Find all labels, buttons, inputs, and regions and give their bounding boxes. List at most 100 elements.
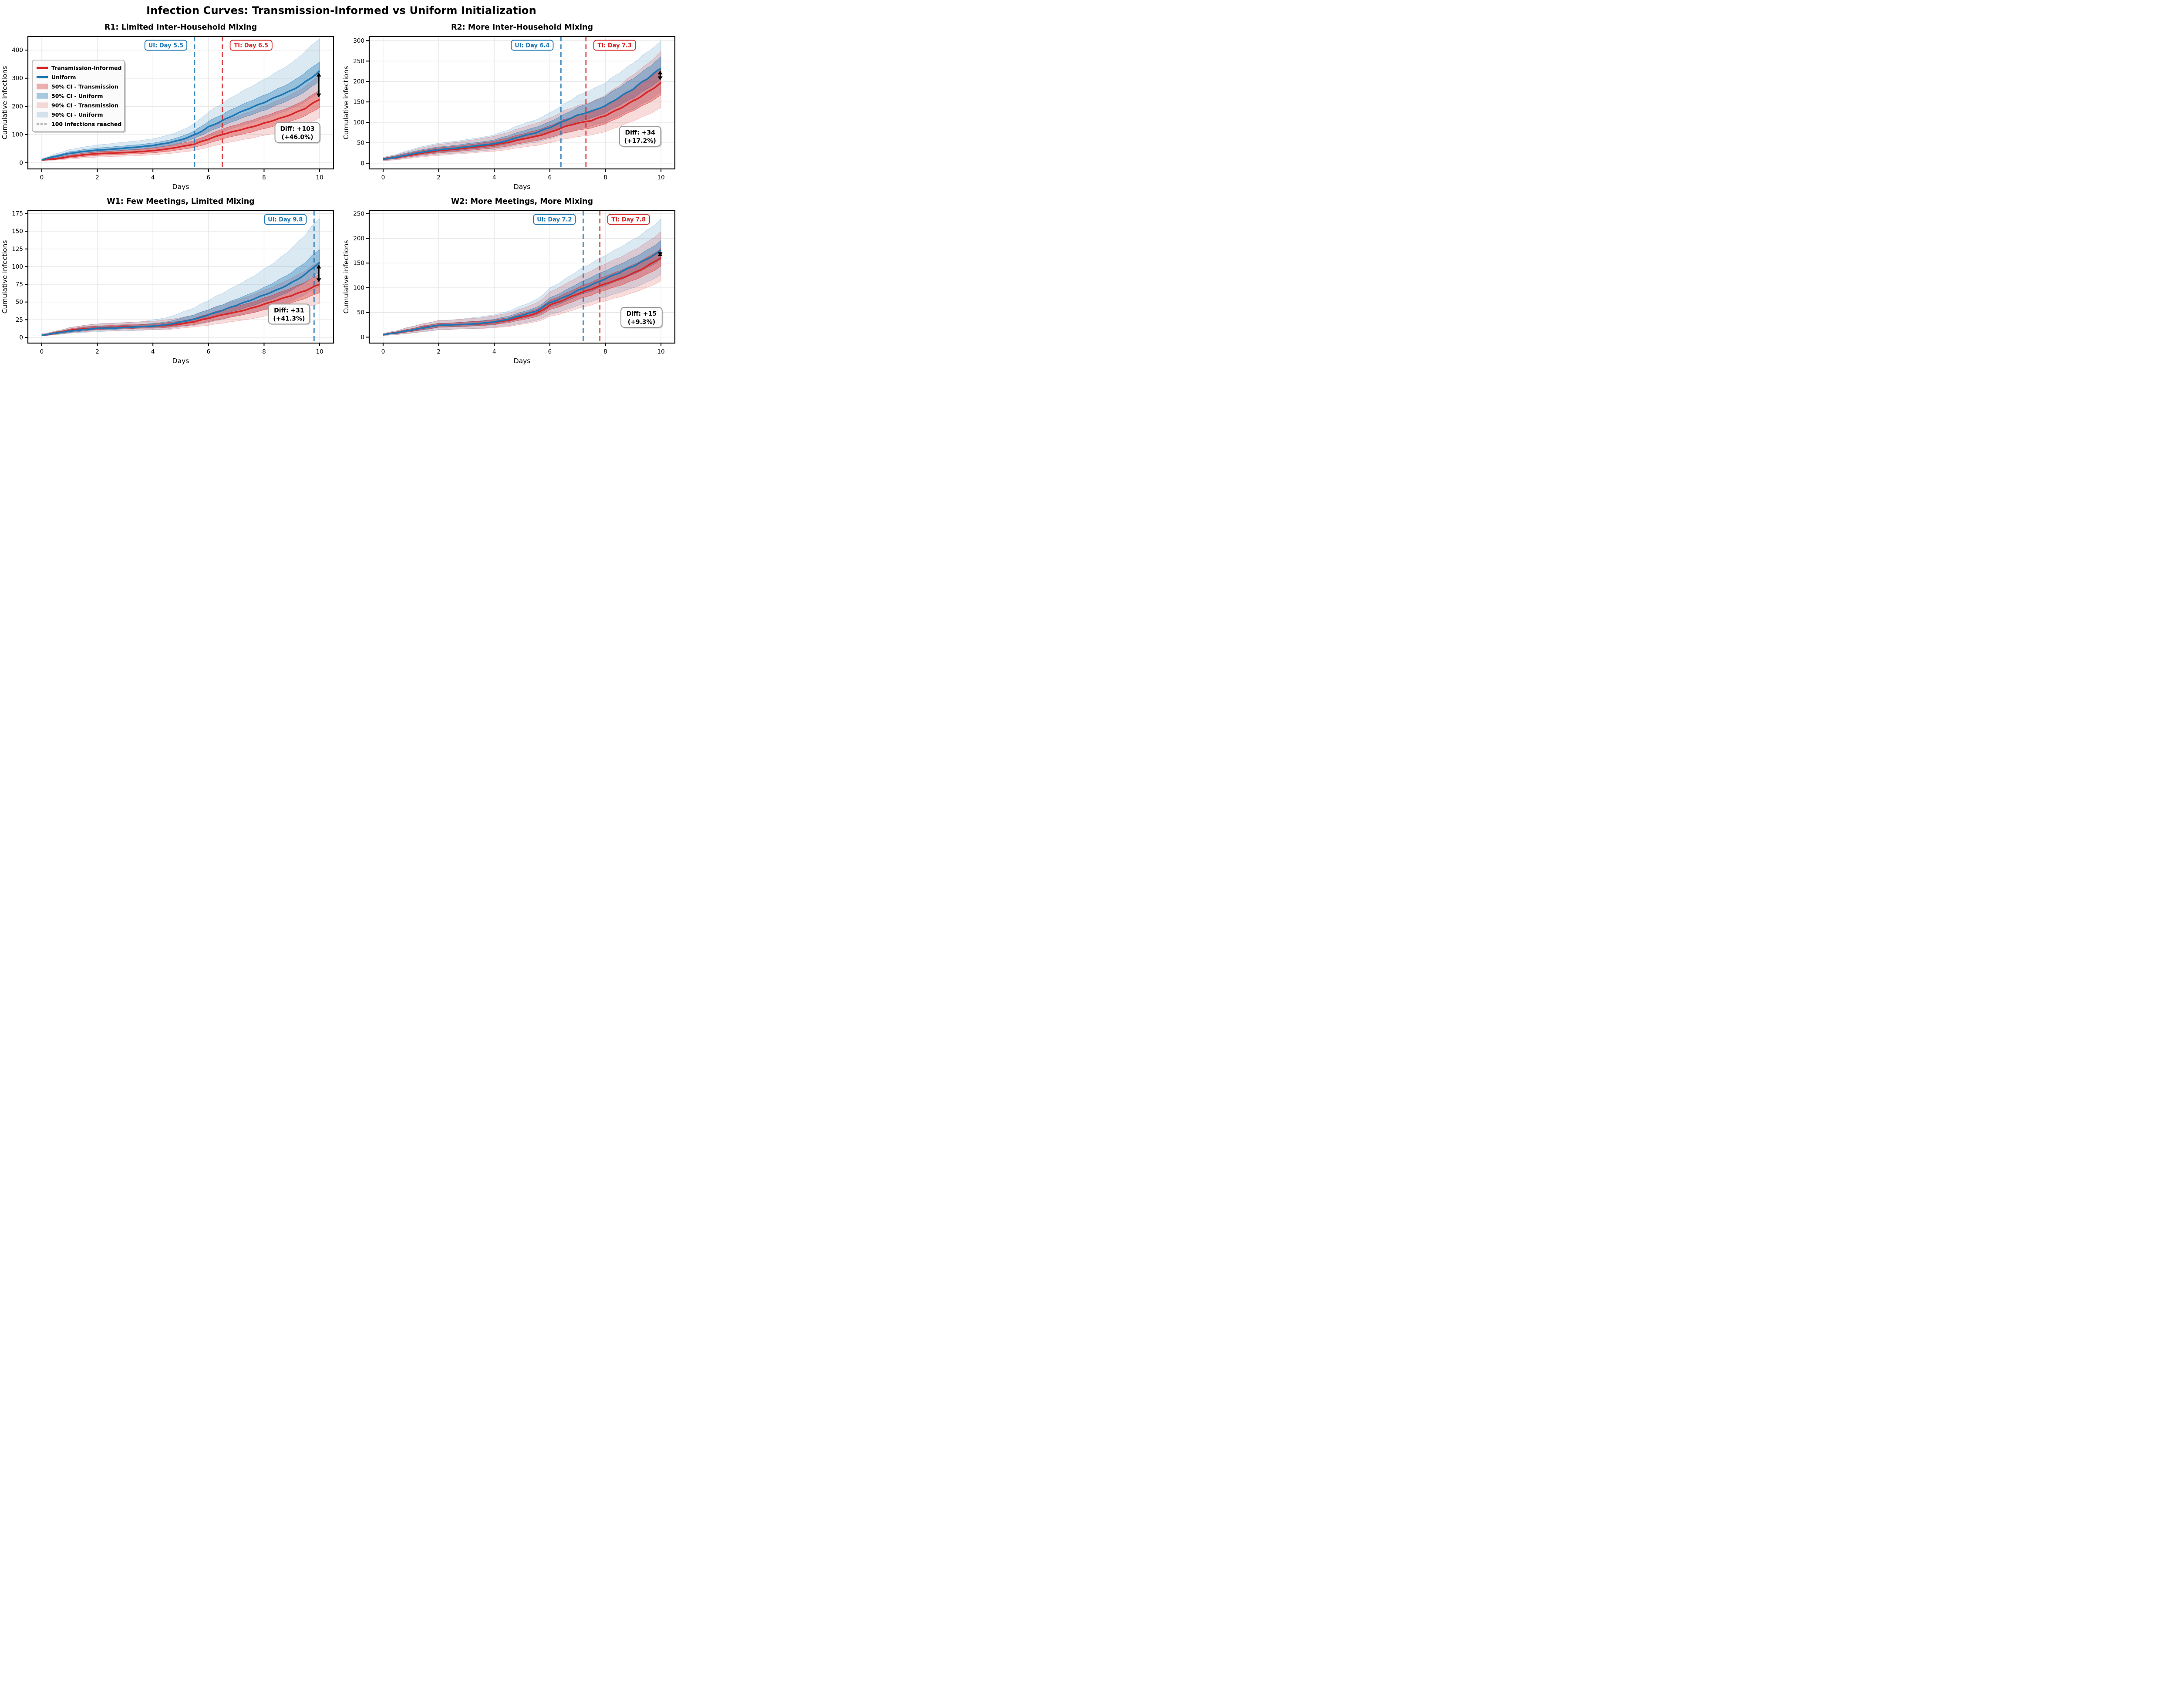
svg-text:0: 0	[381, 174, 385, 181]
svg-text:150: 150	[353, 260, 364, 267]
diff-annotation: Diff: +15 (+9.3%)	[620, 307, 664, 329]
svg-text:Diff: +31: Diff: +31	[274, 307, 304, 314]
svg-text:4: 4	[492, 174, 496, 181]
svg-text:150: 150	[12, 228, 23, 235]
svg-text:(+46.0%): (+46.0%)	[281, 134, 313, 141]
ui-day-label: UI: Day 7.2	[533, 214, 576, 225]
diff-annotation: Diff: +103(+46.0%)	[274, 122, 321, 144]
diff-arrow	[657, 70, 663, 81]
svg-text:6: 6	[548, 348, 552, 355]
ci50-transmission-band	[383, 248, 661, 336]
panel-w2: 0 2 4 6 8 10 0 50 100 150 200 250 W2: More Meetings,…	[341, 194, 683, 368]
ti-day-label: TI: Day 7.3	[593, 40, 636, 51]
panel-title: R2: More Inter-Household Mixing	[451, 23, 593, 32]
svg-text:0: 0	[361, 334, 364, 341]
panel-r1: 0 2 4 6 8 10 0 100 200 300 400 R1: Limited Inter-Ho…	[0, 20, 341, 194]
transmission-mean-line	[383, 81, 662, 160]
diff-arrow	[316, 72, 321, 98]
svg-text:10: 10	[657, 348, 664, 355]
y-axis-label: Cumulative infections	[1, 66, 9, 140]
svg-text:Diff: +15: Diff: +15	[627, 310, 657, 317]
svg-text:400: 400	[12, 47, 23, 54]
y-axis-label: Cumulative infections	[1, 240, 9, 314]
svg-text:25: 25	[16, 317, 23, 323]
svg-text:6: 6	[207, 174, 211, 181]
svg-text:UI: Day 5.5: UI: Day 5.5	[148, 43, 183, 49]
ti-day-label: TI: Day 6.5	[229, 40, 273, 51]
svg-text:8: 8	[603, 348, 607, 355]
diff-annotation: Diff: +34 (+17.2%)	[619, 125, 662, 148]
svg-text:0: 0	[40, 348, 44, 355]
svg-text:300: 300	[353, 37, 364, 44]
panel-r2: 0 2 4 6 8 10 0 50 100 150 200 250 300 R2: More Inter-…	[341, 20, 683, 194]
diff-annotation: Diff: +31(+41.3%)	[268, 303, 311, 325]
plot-border	[368, 210, 676, 344]
svg-text:100: 100	[353, 119, 364, 126]
plot-border	[27, 210, 334, 344]
figure-title: Infection Curves: Transmission-Informed …	[146, 4, 536, 17]
svg-text:100: 100	[12, 131, 23, 138]
svg-text:10: 10	[657, 174, 664, 181]
uniform-mean-line	[383, 249, 662, 336]
svg-text:UI: Day 7.2: UI: Day 7.2	[537, 217, 572, 223]
svg-text:(+17.2%): (+17.2%)	[624, 138, 656, 145]
ci50-transmission-band	[383, 67, 661, 160]
svg-text:300: 300	[12, 75, 23, 82]
ci90-transmission-band	[383, 51, 661, 161]
panel-title: W2: More Meetings, More Mixing	[451, 197, 593, 206]
legend: Transmission-Informed Uniform 50% CI - Tra…	[32, 60, 126, 133]
svg-text:0: 0	[381, 348, 385, 355]
svg-text:Transmission-Informed: Transmission-Informed	[51, 64, 121, 71]
uniform-mean-line	[41, 70, 320, 161]
svg-text:50: 50	[357, 309, 364, 316]
svg-text:100: 100	[12, 263, 23, 270]
uniform-mean-line	[41, 262, 320, 336]
svg-text:0: 0	[19, 159, 23, 166]
transmission-mean-line	[41, 99, 320, 161]
diff-arrow	[657, 252, 663, 256]
y-axis-label: Cumulative infections	[342, 66, 350, 140]
svg-text:2: 2	[437, 348, 441, 355]
svg-text:2: 2	[437, 174, 441, 181]
svg-text:250: 250	[353, 210, 364, 217]
ci90-transmission-band	[41, 261, 320, 337]
svg-text:8: 8	[603, 174, 607, 181]
x-axis-label: Days	[514, 357, 531, 365]
svg-text:Uniform: Uniform	[51, 74, 76, 81]
uniform-mean-line	[383, 67, 661, 160]
svg-text:50% CI - Uniform: 50% CI - Uniform	[51, 93, 103, 99]
panel-title: R1: Limited Inter-Household Mixing	[104, 23, 257, 32]
plot-border	[368, 36, 676, 170]
svg-text:75: 75	[16, 281, 23, 288]
ui-day-label: UI: Day 9.8	[264, 214, 307, 225]
plot-border	[27, 36, 334, 170]
svg-text:TI: Day 7.8: TI: Day 7.8	[611, 217, 646, 223]
svg-text:4: 4	[151, 174, 155, 181]
svg-text:90% CI - Uniform: 90% CI - Uniform	[51, 111, 103, 118]
svg-text:TI: Day 7.3: TI: Day 7.3	[597, 43, 632, 49]
svg-text:200: 200	[353, 78, 364, 85]
panel-grid: 0 2 4 6 8 10 0 100 200 300 400 R1: Limited Inter-Ho…	[0, 20, 683, 368]
svg-text:200: 200	[353, 235, 364, 242]
svg-text:175: 175	[12, 210, 23, 217]
svg-text:125: 125	[12, 246, 23, 253]
svg-text:8: 8	[262, 348, 266, 355]
svg-text:150: 150	[353, 99, 364, 106]
svg-text:TI: Day 6.5: TI: Day 6.5	[234, 43, 268, 49]
ci90-uniform-band	[383, 218, 661, 336]
svg-text:4: 4	[151, 348, 155, 355]
svg-text:100: 100	[353, 284, 364, 291]
figure: Infection Curves: Transmission-Informed …	[0, 0, 683, 374]
ui-day-label: UI: Day 5.5	[144, 40, 187, 51]
svg-text:6: 6	[207, 348, 211, 355]
svg-text:100 infections reached: 100 infections reached	[51, 121, 121, 127]
diff-arrow	[316, 264, 321, 283]
svg-text:250: 250	[353, 58, 364, 65]
svg-text:50% CI - Transmission: 50% CI - Transmission	[51, 83, 118, 90]
